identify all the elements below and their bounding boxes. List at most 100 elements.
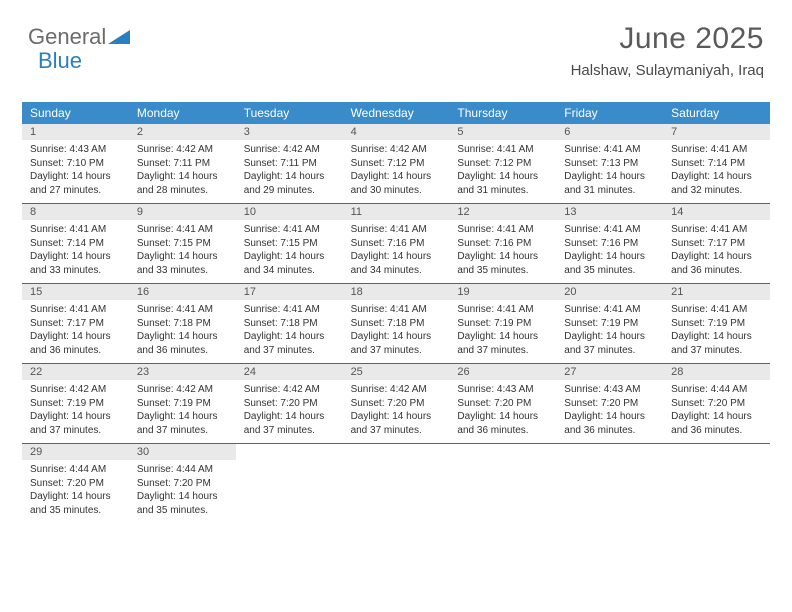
calendar-cell: 5Sunrise: 4:41 AMSunset: 7:12 PMDaylight… [449, 124, 556, 203]
day-info: Sunrise: 4:42 AMSunset: 7:11 PMDaylight:… [129, 140, 236, 203]
daylight-text: Daylight: 14 hours and 30 minutes. [351, 170, 442, 197]
sunset-text: Sunset: 7:12 PM [351, 157, 442, 171]
sunset-text: Sunset: 7:14 PM [671, 157, 762, 171]
weekday-header: Thursday [449, 102, 556, 124]
sunset-text: Sunset: 7:20 PM [351, 397, 442, 411]
sunrise-text: Sunrise: 4:42 AM [351, 383, 442, 397]
calendar-cell: 9Sunrise: 4:41 AMSunset: 7:15 PMDaylight… [129, 204, 236, 283]
daylight-text: Daylight: 14 hours and 37 minutes. [244, 410, 335, 437]
sunrise-text: Sunrise: 4:42 AM [30, 383, 121, 397]
sunset-text: Sunset: 7:19 PM [30, 397, 121, 411]
day-info: Sunrise: 4:41 AMSunset: 7:13 PMDaylight:… [556, 140, 663, 203]
weekday-header: Monday [129, 102, 236, 124]
sunset-text: Sunset: 7:20 PM [671, 397, 762, 411]
calendar-week: 8Sunrise: 4:41 AMSunset: 7:14 PMDaylight… [22, 204, 770, 284]
calendar-cell [449, 444, 556, 523]
calendar-cell: 28Sunrise: 4:44 AMSunset: 7:20 PMDayligh… [663, 364, 770, 443]
sunrise-text: Sunrise: 4:41 AM [244, 303, 335, 317]
daylight-text: Daylight: 14 hours and 37 minutes. [457, 330, 548, 357]
sunrise-text: Sunrise: 4:41 AM [457, 143, 548, 157]
calendar-cell: 14 Sunrise: 4:41 AMSunset: 7:17 PMDayligh… [663, 204, 770, 283]
daylight-text: Daylight: 14 hours and 29 minutes. [244, 170, 335, 197]
daylight-text: Daylight: 14 hours and 36 minutes. [671, 410, 762, 437]
day-number: 24 [236, 364, 343, 380]
day-info: Sunrise: 4:41 AMSunset: 7:15 PMDaylight:… [236, 220, 343, 283]
daylight-text: Daylight: 14 hours and 31 minutes. [564, 170, 655, 197]
day-number: 19 [449, 284, 556, 300]
daylight-text: Daylight: 14 hours and 31 minutes. [457, 170, 548, 197]
sunrise-text: Sunrise: 4:41 AM [564, 303, 655, 317]
day-number: 11 [343, 204, 450, 220]
sunrise-text: Sunrise: 4:41 AM [137, 303, 228, 317]
calendar-cell: 23Sunrise: 4:42 AMSunset: 7:19 PMDayligh… [129, 364, 236, 443]
calendar-cell: 18Sunrise: 4:41 AMSunset: 7:18 PMDayligh… [343, 284, 450, 363]
calendar-week: 1Sunrise: 4:43 AMSunset: 7:10 PMDaylight… [22, 124, 770, 204]
daylight-text: Daylight: 14 hours and 36 minutes. [671, 250, 762, 277]
sunrise-text: Sunrise: 4:41 AM [671, 223, 762, 237]
daylight-text: Daylight: 14 hours and 37 minutes. [671, 330, 762, 357]
day-number: 2 [129, 124, 236, 140]
calendar-cell: 22Sunrise: 4:42 AMSunset: 7:19 PMDayligh… [22, 364, 129, 443]
day-info: Sunrise: 4:42 AMSunset: 7:11 PMDaylight:… [236, 140, 343, 203]
daylight-text: Daylight: 14 hours and 37 minutes. [244, 330, 335, 357]
day-number: 16 [129, 284, 236, 300]
daylight-text: Daylight: 14 hours and 36 minutes. [564, 410, 655, 437]
sunrise-text: Sunrise: 4:44 AM [671, 383, 762, 397]
sunrise-text: Sunrise: 4:41 AM [30, 223, 121, 237]
day-info: Sunrise: 4:42 AMSunset: 7:20 PMDaylight:… [236, 380, 343, 443]
sunset-text: Sunset: 7:17 PM [30, 317, 121, 331]
calendar-cell: 25 Sunrise: 4:42 AMSunset: 7:20 PMDayligh… [343, 364, 450, 443]
sunrise-text: Sunrise: 4:41 AM [351, 223, 442, 237]
sunset-text: Sunset: 7:18 PM [137, 317, 228, 331]
sunset-text: Sunset: 7:19 PM [457, 317, 548, 331]
day-number: 17 [236, 284, 343, 300]
sunset-text: Sunset: 7:19 PM [671, 317, 762, 331]
day-info: Sunrise: 4:44 AMSunset: 7:20 PMDaylight:… [22, 460, 129, 523]
sunrise-text: Sunrise: 4:41 AM [457, 303, 548, 317]
daylight-text: Daylight: 14 hours and 37 minutes. [351, 410, 442, 437]
calendar-cell: 24Sunrise: 4:42 AMSunset: 7:20 PMDayligh… [236, 364, 343, 443]
logo-triangle-icon [108, 24, 130, 50]
sunset-text: Sunset: 7:15 PM [244, 237, 335, 251]
day-number: 6 [556, 124, 663, 140]
calendar-cell: 10Sunrise: 4:41 AMSunset: 7:15 PMDayligh… [236, 204, 343, 283]
day-info: Sunrise: 4:44 AMSunset: 7:20 PMDaylight:… [129, 460, 236, 523]
logo-text-general: General [28, 24, 106, 50]
sunset-text: Sunset: 7:18 PM [244, 317, 335, 331]
location-text: Halshaw, Sulaymaniyah, Iraq [571, 62, 764, 79]
day-number: 14 [663, 204, 770, 220]
day-number: 3 [236, 124, 343, 140]
day-info: Sunrise: 4:41 AMSunset: 7:19 PMDaylight:… [556, 300, 663, 363]
weekday-header-row: Sunday Monday Tuesday Wednesday Thursday… [22, 102, 770, 124]
calendar-cell [343, 444, 450, 523]
sunrise-text: Sunrise: 4:43 AM [457, 383, 548, 397]
calendar-cell: 4Sunrise: 4:42 AMSunset: 7:12 PMDaylight… [343, 124, 450, 203]
daylight-text: Daylight: 14 hours and 36 minutes. [30, 330, 121, 357]
daylight-text: Daylight: 14 hours and 35 minutes. [457, 250, 548, 277]
sunrise-text: Sunrise: 4:41 AM [30, 303, 121, 317]
day-number: 15 [22, 284, 129, 300]
calendar-cell: 27Sunrise: 4:43 AMSunset: 7:20 PMDayligh… [556, 364, 663, 443]
sunset-text: Sunset: 7:11 PM [244, 157, 335, 171]
calendar-cell: 15 Sunrise: 4:41 AMSunset: 7:17 PMDayligh… [22, 284, 129, 363]
day-number: 13 [556, 204, 663, 220]
day-info: Sunrise: 4:41 AMSunset: 7:14 PMDaylight:… [22, 220, 129, 283]
calendar-cell: 1Sunrise: 4:43 AMSunset: 7:10 PMDaylight… [22, 124, 129, 203]
day-number: 25 [343, 364, 450, 380]
calendar-cell: 21Sunrise: 4:41 AMSunset: 7:19 PMDayligh… [663, 284, 770, 363]
calendar-cell: 2Sunrise: 4:42 AMSunset: 7:11 PMDaylight… [129, 124, 236, 203]
day-info: Sunrise: 4:42 AMSunset: 7:12 PMDaylight:… [343, 140, 450, 203]
sunset-text: Sunset: 7:20 PM [137, 477, 228, 491]
calendar-cell: 11Sunrise: 4:41 AMSunset: 7:16 PMDayligh… [343, 204, 450, 283]
sunset-text: Sunset: 7:17 PM [671, 237, 762, 251]
calendar-cell: 20Sunrise: 4:41 AMSunset: 7:19 PMDayligh… [556, 284, 663, 363]
day-number: 10 [236, 204, 343, 220]
day-info: Sunrise: 4:41 AMSunset: 7:19 PMDaylight:… [449, 300, 556, 363]
day-info: Sunrise: 4:41 AMSunset: 7:16 PMDaylight:… [449, 220, 556, 283]
sunrise-text: Sunrise: 4:41 AM [137, 223, 228, 237]
sunset-text: Sunset: 7:13 PM [564, 157, 655, 171]
sunrise-text: Sunrise: 4:41 AM [671, 303, 762, 317]
daylight-text: Daylight: 14 hours and 35 minutes. [137, 490, 228, 517]
calendar-cell: 6Sunrise: 4:41 AMSunset: 7:13 PMDaylight… [556, 124, 663, 203]
daylight-text: Daylight: 14 hours and 37 minutes. [30, 410, 121, 437]
